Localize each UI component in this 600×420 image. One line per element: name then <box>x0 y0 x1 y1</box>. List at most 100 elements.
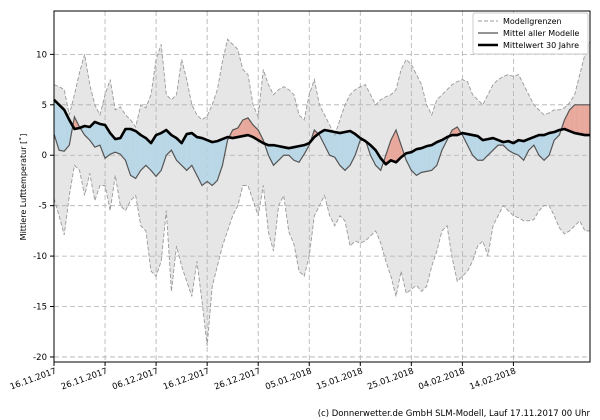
cold-anomaly-fill <box>273 145 279 166</box>
y-tick-label: 5 <box>42 101 47 111</box>
credit-text: (c) Donnerwetter.de GmbH SLM-Modell, Lau… <box>318 409 591 419</box>
cold-anomaly-fill <box>508 141 514 154</box>
cold-anomaly-fill <box>523 139 529 161</box>
warm-anomaly-fill <box>247 117 254 138</box>
x-tick-label: 04.02.2018 <box>417 366 466 392</box>
cold-anomaly-fill <box>426 145 432 172</box>
cold-anomaly-fill <box>339 132 345 171</box>
warm-anomaly-fill <box>253 124 259 141</box>
legend-box <box>472 12 589 55</box>
cold-anomaly-fill <box>436 140 442 166</box>
legend: Modellgrenzen Mittel aller Modelle Mitte… <box>472 12 589 55</box>
y-tick-label: -15 <box>33 303 47 313</box>
warm-anomaly-fill <box>584 104 590 136</box>
cold-anomaly-fill <box>268 145 274 166</box>
x-tick-label: 26.12.2017 <box>213 366 262 392</box>
x-tick-label: 06.12.2017 <box>111 366 160 392</box>
cold-anomaly-fill <box>150 135 157 177</box>
y-tick-label: -5 <box>39 202 47 212</box>
cold-anomaly-fill <box>431 142 437 171</box>
cold-anomaly-fill <box>278 146 284 161</box>
legend-label-30yr-mean: Mittelwert 30 Jahre <box>503 41 579 50</box>
cold-anomaly-fill <box>186 133 192 171</box>
y-tick-label: 10 <box>36 50 47 60</box>
cold-anomaly-fill <box>299 145 305 163</box>
cold-anomaly-fill <box>115 138 121 155</box>
cold-anomaly-fill <box>156 133 162 177</box>
cold-anomaly-fill <box>375 150 381 171</box>
warm-anomaly-fill <box>452 126 458 136</box>
x-tick-label: 14.02.2018 <box>468 366 517 392</box>
model-range-upper-line <box>53 38 591 137</box>
legend-label-model-mean: Mittel aller Modelle <box>503 29 579 38</box>
cold-anomaly-fill <box>421 146 427 173</box>
x-tick-label: 16.11.2017 <box>9 366 58 392</box>
cold-anomaly-fill <box>334 132 340 166</box>
cold-anomaly-fill <box>544 133 550 161</box>
cold-anomaly-fill <box>207 140 213 186</box>
cold-anomaly-fill <box>538 135 545 161</box>
cold-anomaly-fill <box>503 141 509 151</box>
warm-anomaly-fill <box>396 130 402 163</box>
cold-anomaly-fill <box>411 149 417 176</box>
warm-anomaly-fill <box>564 109 570 132</box>
warm-anomaly-fill <box>237 119 243 138</box>
cold-anomaly-fill <box>99 123 106 159</box>
model-mean-line <box>53 104 590 187</box>
cold-anomaly-fill <box>329 131 335 158</box>
model-range-area <box>54 39 590 346</box>
series-lines <box>53 38 591 346</box>
x-tick-label: 05.01.2018 <box>264 366 313 392</box>
model-range-band <box>54 39 590 346</box>
plot-frame <box>53 10 591 363</box>
y-tick-label: -10 <box>33 252 47 262</box>
model-range-lower-line <box>53 164 590 346</box>
y-axis-label: Mittlere Lufttemperatur [˚] <box>18 134 28 241</box>
cold-anomaly-fill <box>518 140 524 161</box>
cold-anomaly-fill <box>482 139 488 161</box>
climate-mean-line <box>53 98 590 166</box>
warm-anomaly-fill <box>569 104 575 134</box>
cold-anomaly-fill <box>549 132 555 156</box>
cold-anomaly-fill <box>533 135 539 156</box>
cold-anomaly-fill <box>59 104 65 152</box>
x-tick-label: 25.01.2018 <box>366 366 415 392</box>
warm-anomaly-fill <box>385 140 391 165</box>
cold-anomaly-fill <box>202 138 208 186</box>
cold-anomaly-fill <box>406 152 412 171</box>
cold-anomaly-fill <box>161 130 167 171</box>
cold-anomaly-fill <box>171 135 177 161</box>
cold-anomaly-fill <box>135 131 141 179</box>
cold-anomaly-fill <box>493 138 499 151</box>
cold-anomaly-fill <box>293 146 300 163</box>
cold-anomaly-fill <box>145 138 151 171</box>
cold-anomaly-fill <box>140 135 146 171</box>
cold-anomaly-fill <box>130 129 136 179</box>
cold-anomaly-fill <box>94 121 100 148</box>
warm-anomaly-fill <box>579 104 585 136</box>
warm-anomaly-fill <box>242 117 248 137</box>
cold-anomaly-fill <box>324 130 330 156</box>
cold-anomaly-fill <box>477 136 483 161</box>
cold-anomaly-fill <box>196 137 203 186</box>
cold-anomaly-fill <box>166 130 172 156</box>
y-tick-label: -20 <box>33 353 47 363</box>
cold-anomaly-fill <box>288 147 294 161</box>
cold-anomaly-fill <box>84 125 90 141</box>
legend-label-model-range: Modellgrenzen <box>503 17 562 26</box>
cold-anomaly-fill <box>191 133 197 176</box>
x-tick-label: 15.01.2018 <box>315 366 364 392</box>
cold-anomaly-fill <box>344 131 351 171</box>
cold-anomaly-fill <box>513 140 519 156</box>
cold-anomaly-fill <box>467 134 473 156</box>
y-tick-label: 0 <box>42 151 47 161</box>
cold-anomaly-fill <box>212 141 218 186</box>
warm-anomaly-fill <box>574 104 580 135</box>
cold-anomaly-fill <box>416 148 422 176</box>
cold-anomaly-fill <box>472 135 478 161</box>
cold-anomaly-fill <box>176 138 182 166</box>
warm-anomaly-fill <box>232 128 238 139</box>
cold-anomaly-fill <box>528 137 534 151</box>
x-tick-label: 16.12.2017 <box>162 366 211 392</box>
